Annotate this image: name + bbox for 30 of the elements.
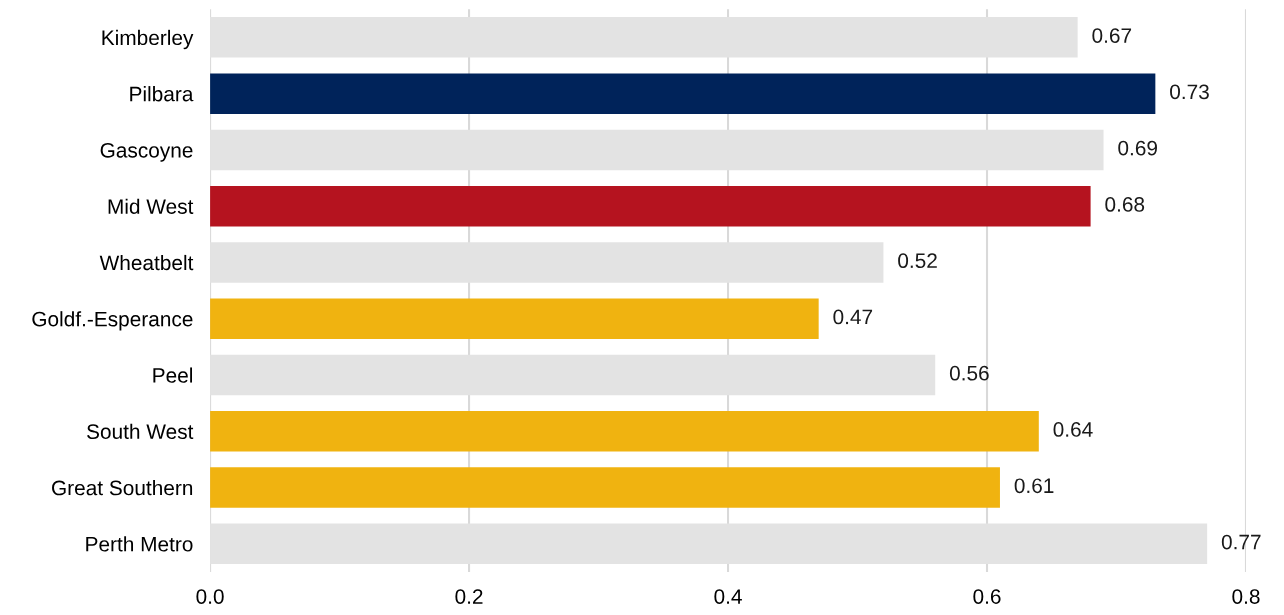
x-tick-label: 0.0 [196, 589, 224, 604]
x-tick-label: 0.8 [1232, 589, 1260, 604]
bar [210, 467, 1000, 508]
bar [210, 411, 1039, 452]
y-tick-label: Mid West [108, 198, 194, 214]
data-label: 0.47 [833, 309, 873, 325]
y-tick-label: Kimberley [102, 29, 194, 50]
data-label: 0.67 [1092, 28, 1132, 43]
data-label: 0.56 [949, 365, 989, 381]
data-label: 0.77 [1221, 534, 1261, 550]
y-tick-label: Perth Metro [86, 536, 193, 552]
x-tick-label: 0.4 [714, 589, 742, 604]
y-tick-label: Gascoyne [100, 142, 193, 162]
data-label: 0.69 [1118, 140, 1157, 156]
y-tick-label: South West [87, 423, 194, 440]
data-label: 0.68 [1105, 197, 1145, 212]
bar [210, 298, 819, 339]
y-tick-label: Pilbara [130, 86, 194, 102]
x-tick-label: 0.2 [455, 589, 483, 604]
y-tick-label: Goldf.-Esperance [32, 311, 193, 331]
data-label: 0.52 [898, 253, 937, 269]
y-tick-label: Great Southern [52, 479, 193, 496]
y-tick-label: Wheatbelt [99, 254, 194, 271]
data-label: 0.64 [1053, 422, 1093, 437]
x-tick-label: 0.6 [973, 589, 1001, 604]
data-label: 0.61 [1014, 478, 1054, 494]
data-label: 0.73 [1170, 84, 1209, 100]
bar [210, 73, 1156, 114]
bar [210, 185, 1091, 227]
y-tick-label: Peel [153, 367, 192, 383]
